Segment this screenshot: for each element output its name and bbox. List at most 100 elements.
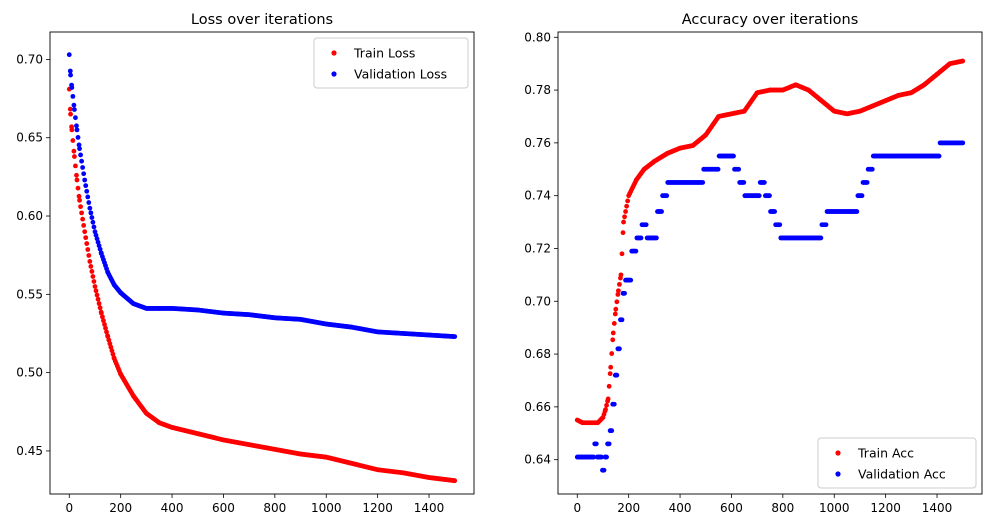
y-tick-label: 0.74 [524,189,551,203]
data-point [86,200,92,205]
y-tick-label: 0.45 [16,444,43,458]
data-point [960,58,966,64]
data-point [604,402,609,408]
data-point [654,235,659,241]
data-point [615,292,621,297]
loss-chart-panel: Loss over iterations 0 200 400 600 800 1000 120… [16,12,475,515]
data-point [79,158,85,164]
x-tick-label: 0 [65,501,73,515]
data-point [76,193,82,199]
data-point [854,209,860,214]
data-point [608,364,614,370]
legend-label: Validation Acc [858,467,946,482]
x-tick-label: 800 [771,501,794,515]
data-point [611,321,617,326]
data-point [659,209,664,214]
data-point [610,330,616,336]
data-point [625,198,631,204]
data-point [767,193,772,199]
data-point [604,454,609,460]
x-tick-label: 1000 [819,501,850,515]
y-tick-label: 0.80 [524,30,551,44]
x-tick-label: 200 [109,501,132,515]
data-point [613,306,619,312]
data-point [94,292,100,298]
data-point [96,301,102,306]
data-point [89,215,95,220]
data-point [80,165,86,170]
data-point [619,251,625,257]
x-tick-label: 1200 [870,501,901,515]
x-tick-label: 400 [669,501,692,515]
data-point [90,274,96,279]
y-tick-label: 0.76 [524,136,551,150]
data-point [69,85,75,90]
data-point [70,93,76,99]
loss-series-validation [66,52,458,340]
data-point [452,334,458,340]
data-point [72,154,77,159]
data-point [777,222,783,228]
data-point [617,281,622,287]
data-point [75,185,81,191]
data-point [88,210,94,216]
data-point [756,193,762,199]
data-point [104,329,109,335]
accuracy-axes-frame [557,31,983,495]
data-point [95,296,101,302]
data-point [73,163,78,169]
legend-label: Train Loss [353,46,415,61]
data-point [83,183,89,189]
data-point [67,68,73,74]
data-point [643,222,649,228]
data-point [614,299,620,305]
data-point [66,52,72,58]
legend-marker [835,450,841,456]
data-point [74,123,79,129]
data-point [593,441,599,447]
accuracy-legend: Train Acc Validation Acc [817,437,977,489]
data-point [87,259,93,264]
data-point [101,318,106,324]
data-point [633,248,639,254]
data-point [605,396,611,402]
data-point [100,314,105,320]
data-point [103,325,108,331]
data-point [80,216,86,222]
data-point [98,310,104,316]
data-point [638,235,644,241]
legend-box [817,437,977,489]
data-point [76,142,82,148]
data-point [68,72,73,78]
data-point [869,166,875,172]
data-point [86,253,92,258]
loss-series-train [66,86,458,484]
data-point [612,311,618,317]
legend-marker [835,471,841,477]
data-point [823,222,829,228]
data-point [628,277,634,283]
y-tick-label: 0.70 [524,294,551,308]
data-point [621,219,626,225]
legend-box [313,37,469,89]
data-point [715,166,721,172]
data-point [609,428,615,434]
data-point [606,441,612,447]
data-point [87,205,93,211]
data-point [78,204,83,210]
data-point [77,146,82,152]
data-point [67,106,73,112]
data-point [84,188,90,194]
data-point [90,219,96,225]
data-point [700,180,706,185]
data-point [88,264,94,269]
x-tick-label: 1000 [311,501,342,515]
data-point [102,321,107,327]
data-point [601,467,607,473]
data-point [69,127,75,133]
data-point [622,214,627,220]
data-point [606,383,612,389]
data-point [618,272,624,278]
data-point [85,247,91,252]
y-tick-label: 0.50 [16,366,43,380]
